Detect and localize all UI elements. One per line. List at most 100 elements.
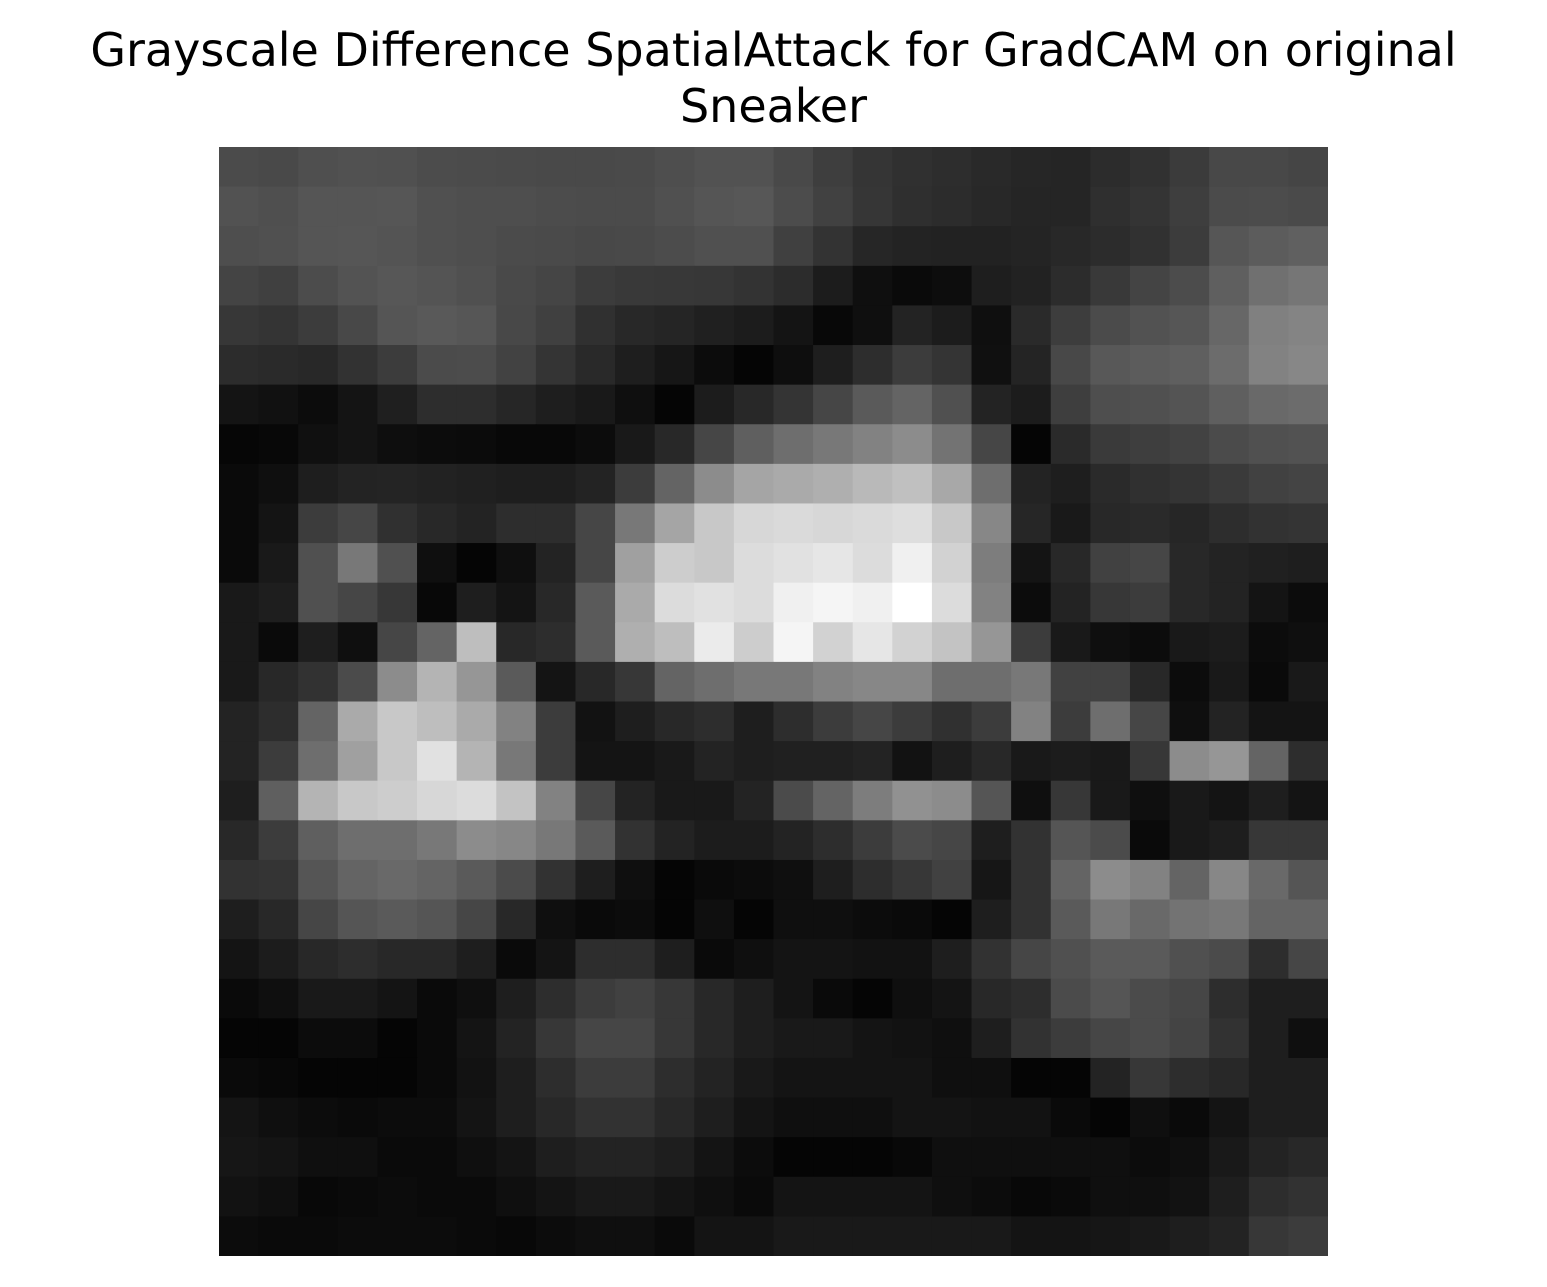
heatmap-cell-r14-c9 — [575, 701, 616, 742]
heatmap-cell-r15-c12 — [694, 741, 735, 782]
heatmap-cell-r7-c16 — [852, 424, 893, 465]
heatmap-cell-r24-c7 — [496, 1097, 537, 1138]
heatmap-cell-r7-c13 — [733, 424, 775, 465]
heatmap-cell-r4-c18 — [931, 305, 973, 346]
heatmap-cell-r7-c11 — [654, 424, 695, 465]
heatmap-cell-r5-c12 — [694, 345, 735, 386]
heatmap-cell-r8-c10 — [615, 463, 656, 505]
heatmap-cell-r14-c0 — [219, 701, 260, 742]
heatmap-cell-r8-c25 — [1209, 463, 1250, 505]
heatmap-cell-r27-c26 — [1248, 1216, 1289, 1256]
heatmap-cell-r4-c9 — [575, 305, 616, 346]
heatmap-cell-r1-c25 — [1209, 186, 1250, 227]
heatmap-cell-r8-c4 — [377, 463, 418, 505]
heatmap-cell-r25-c15 — [813, 1137, 854, 1178]
heatmap-cell-r4-c26 — [1248, 305, 1289, 346]
heatmap-cell-r9-c2 — [298, 503, 339, 544]
heatmap-cell-r26-c17 — [892, 1176, 933, 1217]
heatmap-cell-r13-c7 — [496, 661, 537, 703]
heatmap-cell-r16-c1 — [258, 780, 299, 821]
heatmap-cell-r26-c12 — [694, 1176, 735, 1217]
heatmap-cell-r21-c7 — [496, 978, 537, 1019]
heatmap-cell-r22-c11 — [654, 1018, 695, 1059]
heatmap-cell-r5-c22 — [1090, 345, 1131, 386]
heatmap-cell-r0-c5 — [417, 147, 458, 188]
heatmap-cell-r24-c12 — [694, 1097, 735, 1138]
heatmap-cell-r20-c1 — [258, 939, 299, 980]
heatmap-cell-r25-c26 — [1248, 1137, 1289, 1178]
heatmap-cell-r5-c7 — [496, 345, 537, 386]
heatmap-cell-r16-c3 — [337, 780, 379, 821]
heatmap-cell-r19-c8 — [535, 899, 577, 940]
heatmap-cell-r12-c18 — [931, 622, 973, 663]
heatmap-cell-r1-c8 — [535, 186, 577, 227]
heatmap-cell-r1-c6 — [456, 186, 497, 227]
heatmap-cell-r15-c18 — [931, 741, 973, 782]
heatmap-cell-r26-c14 — [773, 1176, 814, 1217]
heatmap-cell-r27-c4 — [377, 1216, 418, 1256]
heatmap-cell-r12-c27 — [1288, 622, 1328, 663]
heatmap-cell-r15-c24 — [1169, 741, 1210, 782]
heatmap-cell-r1-c3 — [337, 186, 379, 227]
heatmap-cell-r8-c27 — [1288, 463, 1328, 505]
heatmap-cell-r5-c6 — [456, 345, 497, 386]
heatmap-cell-r24-c6 — [456, 1097, 497, 1138]
heatmap-cell-r4-c4 — [377, 305, 418, 346]
heatmap-cell-r22-c16 — [852, 1018, 893, 1059]
heatmap-cell-r17-c3 — [337, 820, 379, 861]
heatmap-cell-r27-c3 — [337, 1216, 379, 1256]
heatmap-cell-r19-c15 — [813, 899, 854, 940]
heatmap-cell-r5-c2 — [298, 345, 339, 386]
heatmap-cell-r26-c23 — [1129, 1176, 1171, 1217]
heatmap-cell-r21-c13 — [733, 978, 775, 1019]
heatmap-cell-r27-c5 — [417, 1216, 458, 1256]
heatmap-cell-r3-c1 — [258, 265, 299, 307]
heatmap-cell-r10-c16 — [852, 543, 893, 584]
heatmap-cell-r9-c17 — [892, 503, 933, 544]
heatmap-cell-r4-c16 — [852, 305, 893, 346]
heatmap-cell-r5-c9 — [575, 345, 616, 386]
heatmap-cell-r2-c16 — [852, 226, 893, 267]
heatmap-cell-r0-c10 — [615, 147, 656, 188]
heatmap-cell-r6-c1 — [258, 384, 299, 425]
heatmap-cell-r7-c21 — [1050, 424, 1091, 465]
heatmap-cell-r15-c22 — [1090, 741, 1131, 782]
heatmap-cell-r5-c11 — [654, 345, 695, 386]
heatmap-cell-r25-c18 — [931, 1137, 973, 1178]
heatmap-cell-r15-c5 — [417, 741, 458, 782]
heatmap-cell-r10-c11 — [654, 543, 695, 584]
heatmap-cell-r27-c0 — [219, 1216, 260, 1256]
heatmap-cell-r23-c17 — [892, 1057, 933, 1099]
heatmap-cell-r14-c24 — [1169, 701, 1210, 742]
heatmap-cell-r13-c21 — [1050, 661, 1091, 703]
heatmap-cell-r0-c27 — [1288, 147, 1328, 188]
heatmap-cell-r2-c18 — [931, 226, 973, 267]
heatmap-cell-r18-c21 — [1050, 859, 1091, 901]
heatmap-cell-r24-c19 — [971, 1097, 1012, 1138]
heatmap-cell-r20-c8 — [535, 939, 577, 980]
heatmap-cell-r23-c14 — [773, 1057, 814, 1099]
heatmap-cell-r17-c11 — [654, 820, 695, 861]
heatmap-cell-r5-c27 — [1288, 345, 1328, 386]
heatmap-cell-r8-c20 — [1011, 463, 1052, 505]
heatmap-cell-r20-c7 — [496, 939, 537, 980]
heatmap-cell-r13-c16 — [852, 661, 893, 703]
heatmap-cell-r25-c24 — [1169, 1137, 1210, 1178]
heatmap-cell-r18-c11 — [654, 859, 695, 901]
heatmap-cell-r13-c2 — [298, 661, 339, 703]
heatmap-cell-r16-c15 — [813, 780, 854, 821]
heatmap-cell-r22-c0 — [219, 1018, 260, 1059]
heatmap-cell-r23-c9 — [575, 1057, 616, 1099]
heatmap-cell-r5-c16 — [852, 345, 893, 386]
heatmap-cell-r12-c15 — [813, 622, 854, 663]
heatmap-cell-r4-c17 — [892, 305, 933, 346]
heatmap-cell-r23-c4 — [377, 1057, 418, 1099]
heatmap-cell-r0-c1 — [258, 147, 299, 188]
heatmap-cell-r19-c1 — [258, 899, 299, 940]
heatmap-cell-r0-c14 — [773, 147, 814, 188]
heatmap-cell-r15-c23 — [1129, 741, 1171, 782]
heatmap-cell-r1-c13 — [733, 186, 775, 227]
heatmap-cell-r1-c26 — [1248, 186, 1289, 227]
heatmap-cell-r23-c8 — [535, 1057, 577, 1099]
heatmap-cell-r27-c22 — [1090, 1216, 1131, 1256]
